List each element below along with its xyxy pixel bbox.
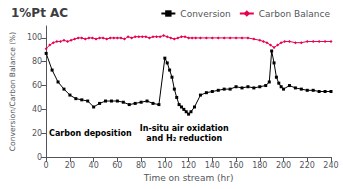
svg-text:120: 120 [181,161,196,170]
svg-text:20: 20 [65,161,75,170]
svg-text:180: 180 [252,161,267,170]
svg-text:Conversion: Conversion [180,9,230,19]
svg-text:220: 220 [300,161,315,170]
svg-text:Conversion/Carbon Balance (%): Conversion/Carbon Balance (%) [8,32,17,151]
svg-text:60: 60 [112,161,122,170]
svg-text:Time on stream (hr): Time on stream (hr) [143,173,234,183]
svg-text:240: 240 [323,161,338,170]
svg-text:In-situ air oxidation: In-situ air oxidation [140,124,229,133]
svg-text:60: 60 [32,81,42,90]
svg-text:1%Pt AC: 1%Pt AC [11,6,68,20]
svg-text:40: 40 [32,105,42,114]
svg-text:0: 0 [37,153,42,162]
svg-text:140: 140 [205,161,220,170]
svg-text:160: 160 [228,161,243,170]
svg-text:0: 0 [44,161,49,170]
svg-text:Carbon Balance: Carbon Balance [259,9,331,19]
svg-text:100: 100 [27,33,42,42]
svg-text:200: 200 [276,161,291,170]
svg-text:80: 80 [32,57,42,66]
svg-text:40: 40 [89,161,99,170]
svg-text:80: 80 [136,161,146,170]
svg-text:20: 20 [32,129,42,138]
svg-text:100: 100 [157,161,172,170]
svg-text:Carbon deposition: Carbon deposition [49,129,132,138]
svg-text:and H₂ reduction: and H₂ reduction [146,134,222,143]
